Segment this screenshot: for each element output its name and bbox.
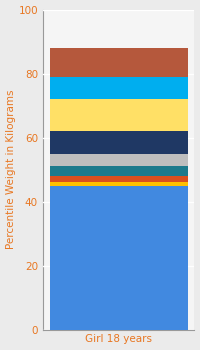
Y-axis label: Percentile Weight in Kilograms: Percentile Weight in Kilograms (6, 90, 16, 249)
Bar (50, 131, 188, 154)
Bar (50, 99, 188, 131)
Bar (50, 77, 188, 99)
Bar (50, 182, 188, 186)
Bar (50, 166, 188, 176)
Bar (50, 154, 188, 166)
Bar (50, 186, 188, 330)
Bar (50, 48, 188, 77)
Bar (50, 176, 188, 182)
